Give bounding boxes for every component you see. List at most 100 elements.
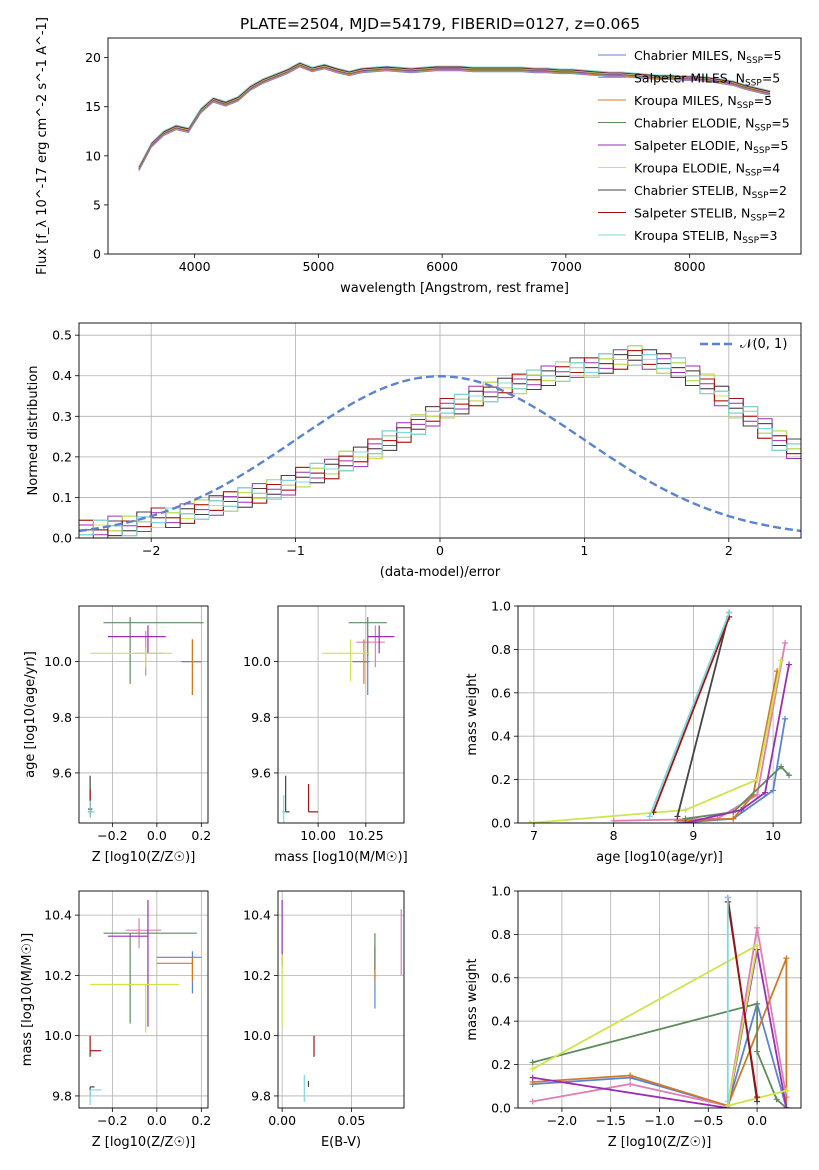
y-tick-label: 5 — [93, 197, 101, 212]
error-bar-point — [281, 795, 286, 823]
residuals-frame — [78, 322, 802, 539]
error-bar-point — [87, 800, 95, 818]
legend-eq: =5 — [754, 93, 772, 108]
legend-eq: =4 — [762, 161, 780, 176]
y-tick-label: 10.0 — [44, 1028, 72, 1043]
legend-sub: SSP — [754, 124, 771, 134]
x-tick-label: 6000 — [426, 259, 458, 274]
legend-label: Kroupa STELIB, NSSP=3 — [634, 228, 778, 246]
weight-marker — [627, 1081, 634, 1088]
spectrum-lines — [138, 61, 771, 172]
x-tick-label: 0 — [436, 543, 444, 558]
x-tick-label: −1.0 — [644, 1113, 674, 1128]
legend-sub: SSP — [742, 236, 759, 246]
y-tick-label: 0.6 — [491, 685, 511, 700]
legend-eq: =5 — [763, 48, 781, 63]
error-bar-point — [89, 1089, 102, 1105]
y-tick-label: 9.8 — [52, 710, 72, 725]
y-tick-label: 10.0 — [243, 1028, 271, 1043]
weight-marker — [754, 776, 761, 783]
y-tick-label: 10 — [85, 148, 101, 163]
age-vs-Z-axes: −0.2 0.0 0.2 9.6 9.8 10.0 Z [log10(Z/Z☉)] age [… — [23, 606, 211, 865]
x-tick-label: −0.2 — [97, 1113, 127, 1128]
x-tick-label: 10.00 — [300, 828, 336, 843]
weight-line — [529, 660, 782, 823]
weight-marker — [526, 820, 533, 823]
legend-label: Chabrier ELODIE, NSSP=5 — [634, 116, 790, 134]
weight-marker — [770, 787, 777, 794]
legend-eq: =5 — [771, 116, 789, 131]
legend-label: Salpeter MILES, NSSP=5 — [634, 71, 780, 89]
weight-marker — [730, 815, 737, 822]
error-bar-point — [90, 647, 173, 668]
age-vs-mass-frame — [277, 605, 405, 824]
weight-line — [726, 901, 758, 1098]
mass-vs-Z-axes: −0.2 0.0 0.2 9.8 10.0 10.2 10.4 Z [log10(Z/Z☉)]… — [20, 891, 211, 1150]
mass-vs-ebv-points — [281, 900, 402, 1102]
weight-marker — [529, 1065, 536, 1072]
model-line — [138, 64, 771, 170]
weight-line — [685, 765, 790, 820]
legend-eq: =2 — [769, 183, 787, 198]
model-line — [138, 65, 771, 171]
y-tick-label: 0.4 — [491, 729, 511, 744]
legend-sub: SSP — [753, 146, 770, 156]
weight-marker — [726, 609, 733, 616]
x-tick-label: 0.05 — [337, 1113, 365, 1128]
y-tick-label: 1.0 — [491, 884, 511, 899]
x-axis-label: wavelength [Angstrom, rest frame] — [340, 281, 569, 296]
error-bar-point — [90, 983, 180, 1033]
model-line — [138, 64, 771, 169]
weight-marker — [783, 955, 790, 962]
y-tick-label: 0.6 — [491, 970, 511, 985]
spectrum-frame — [107, 37, 802, 255]
model-line — [138, 62, 771, 168]
x-tick-label: 9 — [689, 828, 697, 843]
legend-sub: SSP — [752, 191, 769, 201]
error-bar-point — [156, 957, 194, 982]
y-tick-label: 0.1 — [52, 490, 72, 505]
legend-sub: SSP — [746, 56, 763, 66]
y-tick-label: 0.8 — [491, 642, 511, 657]
age-vs-Z-frame — [78, 605, 209, 824]
spectrum-legend: Chabrier MILES, NSSP=5 Salpeter MILES, NS… — [598, 48, 790, 246]
weight-marker — [674, 813, 681, 820]
model-line — [138, 63, 771, 169]
x-tick-label: 1 — [580, 543, 588, 558]
weight-line — [677, 718, 786, 823]
spectrum-axes: 4000 5000 6000 7000 8000 0 5 10 15 20 wavelength [… — [35, 17, 706, 296]
y-tick-label: 10.2 — [44, 968, 72, 983]
y-tick-label: 10.2 — [243, 968, 271, 983]
x-tick-label: −2.0 — [547, 1113, 577, 1128]
weight-line — [685, 664, 790, 823]
x-tick-label: 7 — [530, 828, 538, 843]
legend-eq: =3 — [759, 228, 777, 243]
weight-marker — [627, 1072, 634, 1079]
x-tick-label: 10.25 — [348, 828, 384, 843]
y-tick-label: 10.4 — [243, 908, 271, 923]
x-tick-label: 0.2 — [191, 1113, 211, 1128]
y-axis-label: Normed distribution — [26, 366, 41, 496]
x-axis-label: Z [log10(Z/Z☉)] — [92, 850, 196, 865]
x-axis-label: mass [log10(M/M☉)] — [274, 850, 407, 865]
y-tick-label: 1.0 — [491, 599, 511, 614]
error-bar-point — [107, 625, 166, 654]
weight-marker — [724, 894, 731, 901]
error-bar-point — [103, 932, 197, 1024]
x-tick-label: 0.0 — [747, 1113, 767, 1128]
mass-vs-Z-frame — [78, 890, 209, 1109]
weight-marker — [754, 1000, 761, 1007]
weight-marker — [783, 1087, 790, 1094]
y-tick-label: 0.0 — [491, 816, 511, 831]
x-tick-label: 2 — [725, 543, 733, 558]
error-bar-point — [356, 625, 385, 668]
x-tick-label: 5000 — [302, 259, 334, 274]
x-tick-label: −1.5 — [596, 1113, 626, 1128]
legend-label: Chabrier STELIB, NSSP=2 — [634, 183, 787, 201]
x-tick-label: −0.2 — [97, 828, 127, 843]
x-axis-label: (data-model)/error — [380, 565, 501, 580]
age-vs-Z-points — [87, 617, 204, 818]
normal-curve — [79, 374, 801, 533]
mass-vs-ebv-frame — [277, 890, 405, 1109]
y-tick-label: 0.0 — [491, 1101, 511, 1116]
